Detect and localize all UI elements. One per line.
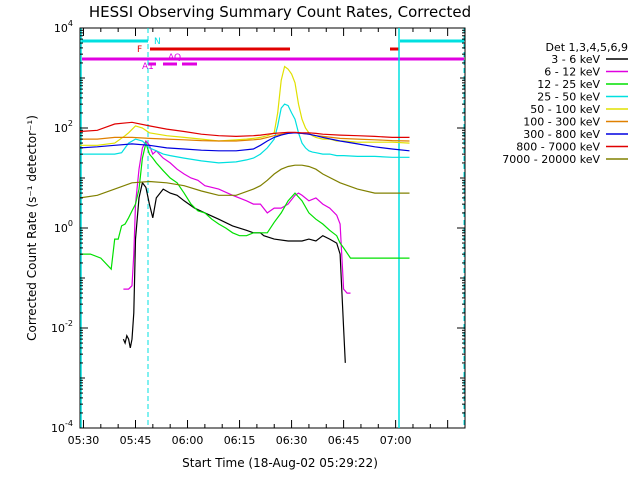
x-tick-label: 06:30 [276, 434, 308, 447]
flag-label-aq: AQ [168, 53, 181, 63]
series-line-3-6-kev [122, 181, 346, 363]
legend-label: 12 - 25 keV [537, 78, 600, 91]
series-line-100-300-kev [80, 132, 410, 142]
flag-bars: N F AQ A1 [82, 37, 464, 72]
flag-label-n: N [154, 37, 161, 47]
y-tick-label: 10-2 [51, 319, 73, 335]
legend-label: 25 - 50 keV [537, 91, 600, 104]
y-axis-label: Corrected Count Rate (s⁻¹ detector⁻¹) [25, 115, 39, 341]
flag-label-f: F [137, 45, 142, 55]
series-line-50-100-kev [80, 65, 410, 146]
legend-label: 50 - 100 keV [530, 103, 600, 116]
x-tick-label: 06:45 [328, 434, 360, 447]
legend-label: 6 - 12 keV [544, 66, 600, 79]
legend-label: 800 - 7000 keV [516, 141, 600, 154]
x-axis-label: Start Time (18-Aug-02 05:29:22) [182, 456, 378, 470]
legend-label: 100 - 300 keV [523, 116, 600, 129]
flag-label-a1: A1 [142, 62, 154, 72]
plot-frame [79, 27, 466, 429]
x-tick-label: 06:00 [172, 434, 204, 447]
series-line-25-50-kev [80, 103, 410, 164]
legend-label: 7000 - 20000 keV [502, 153, 600, 166]
series-layer [79, 65, 410, 363]
y-tick-label: 10-4 [51, 419, 73, 435]
x-axis: 05:30 05:45 06:00 06:15 06:30 06:45 07:00 [68, 28, 466, 447]
y-axis: 10-4 10-2 100 102 104 [51, 19, 465, 435]
y-tick-label: 104 [54, 19, 73, 35]
legend-title: Det 1,3,4,5,6,9 [545, 41, 628, 54]
x-tick-label: 05:45 [120, 434, 152, 447]
y-tick-label: 100 [54, 219, 73, 235]
series-line-800-7000-kev [79, 121, 410, 138]
eclipse-lines [80, 28, 465, 428]
series-line-12-25-kev [80, 140, 410, 271]
y-tick-label: 102 [54, 119, 73, 135]
legend-label: 3 - 6 keV [551, 53, 600, 66]
chart-title: HESSI Observing Summary Count Rates, Cor… [89, 3, 471, 21]
x-tick-label: 06:15 [224, 434, 256, 447]
series-line-300-800-kev [79, 132, 410, 152]
x-tick-label: 07:00 [380, 434, 412, 447]
legend-label: 300 - 800 keV [523, 128, 600, 141]
x-tick-label: 05:30 [68, 434, 100, 447]
series-line-7000-20000-kev [79, 164, 410, 199]
